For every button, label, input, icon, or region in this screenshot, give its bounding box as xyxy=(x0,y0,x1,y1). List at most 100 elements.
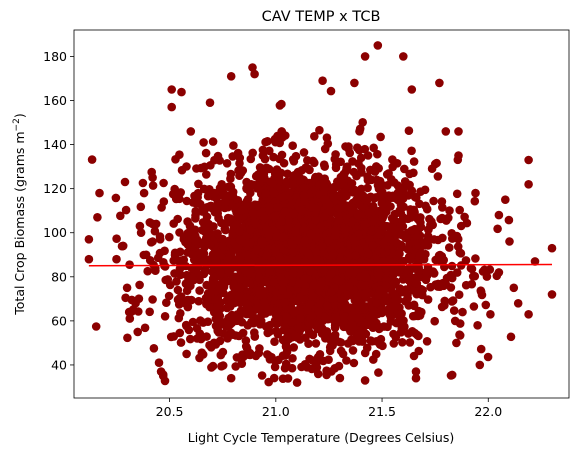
data-point xyxy=(208,137,218,146)
data-point xyxy=(261,137,270,147)
data-point xyxy=(250,332,260,341)
data-point xyxy=(345,282,354,291)
data-point xyxy=(354,159,363,168)
data-point xyxy=(458,307,467,317)
data-point xyxy=(261,189,271,198)
data-point xyxy=(314,307,324,316)
data-point xyxy=(400,164,409,174)
data-point xyxy=(269,152,278,162)
chart-title: CAV TEMP x TCB xyxy=(262,9,381,25)
data-point xyxy=(331,150,340,159)
data-point xyxy=(210,155,219,165)
data-point xyxy=(494,268,504,277)
data-point xyxy=(138,178,148,188)
data-point xyxy=(388,155,397,164)
data-point xyxy=(136,228,146,237)
data-point xyxy=(169,332,179,341)
data-point xyxy=(481,300,491,310)
data-point xyxy=(445,243,454,252)
data-point xyxy=(282,312,291,322)
data-point xyxy=(208,279,218,289)
data-point xyxy=(423,295,433,304)
data-point xyxy=(410,328,420,338)
data-point xyxy=(319,160,329,169)
data-point xyxy=(270,169,280,178)
data-point xyxy=(411,261,421,271)
data-point xyxy=(331,231,340,240)
data-point xyxy=(312,255,321,264)
data-point xyxy=(373,271,383,280)
data-point xyxy=(409,157,419,166)
data-point xyxy=(216,298,225,307)
data-point xyxy=(91,322,101,331)
data-point xyxy=(160,312,170,321)
data-point xyxy=(307,202,317,212)
data-point xyxy=(456,249,466,258)
data-point xyxy=(305,165,314,175)
data-point xyxy=(296,175,305,185)
data-point xyxy=(221,197,230,207)
data-point xyxy=(280,207,290,217)
data-point xyxy=(188,317,198,327)
data-point xyxy=(235,235,244,245)
data-point xyxy=(145,218,155,227)
data-point xyxy=(251,351,261,361)
data-point xyxy=(427,217,436,226)
data-point xyxy=(483,352,493,362)
data-point xyxy=(350,185,359,195)
data-point xyxy=(320,195,330,204)
data-point xyxy=(467,279,477,289)
data-point xyxy=(131,298,140,308)
data-point xyxy=(261,322,271,331)
data-point xyxy=(222,159,232,168)
data-point xyxy=(141,250,151,260)
data-point xyxy=(181,279,191,289)
data-point xyxy=(354,337,364,346)
data-point xyxy=(186,127,196,136)
data-point xyxy=(404,267,414,277)
data-point xyxy=(269,278,279,287)
data-point xyxy=(455,331,465,340)
data-point xyxy=(172,277,181,286)
data-point xyxy=(363,183,372,193)
data-point xyxy=(330,323,340,333)
data-point xyxy=(347,179,357,188)
data-point xyxy=(269,188,279,198)
data-point xyxy=(342,356,351,365)
data-point xyxy=(216,350,226,360)
data-point xyxy=(289,307,299,317)
data-point xyxy=(447,229,457,238)
data-point xyxy=(309,280,319,290)
data-point xyxy=(395,266,404,276)
data-point xyxy=(265,205,274,214)
trend-line xyxy=(88,263,553,267)
data-point xyxy=(368,241,378,250)
data-point xyxy=(300,287,309,296)
data-point xyxy=(360,144,370,154)
data-point xyxy=(300,257,310,267)
data-point xyxy=(320,212,329,221)
data-point xyxy=(217,180,226,189)
data-point xyxy=(202,299,211,309)
data-point xyxy=(241,231,251,241)
data-point xyxy=(194,296,203,306)
data-point xyxy=(375,285,385,295)
data-point xyxy=(159,258,168,267)
y-axis-ticks: 40 60 80 100 120 140 160 180 xyxy=(43,49,74,372)
data-point xyxy=(437,302,447,312)
data-point xyxy=(270,134,280,144)
data-point xyxy=(341,225,351,234)
data-point xyxy=(388,223,397,232)
data-point xyxy=(319,265,329,275)
data-point xyxy=(398,338,407,347)
data-point xyxy=(303,249,313,258)
data-point xyxy=(347,320,357,329)
data-point xyxy=(278,285,287,295)
data-point xyxy=(182,270,192,280)
data-point xyxy=(453,242,463,251)
data-point xyxy=(374,368,383,377)
data-point xyxy=(289,157,299,166)
data-point xyxy=(404,126,414,135)
data-point xyxy=(454,290,464,300)
data-point xyxy=(228,187,238,197)
